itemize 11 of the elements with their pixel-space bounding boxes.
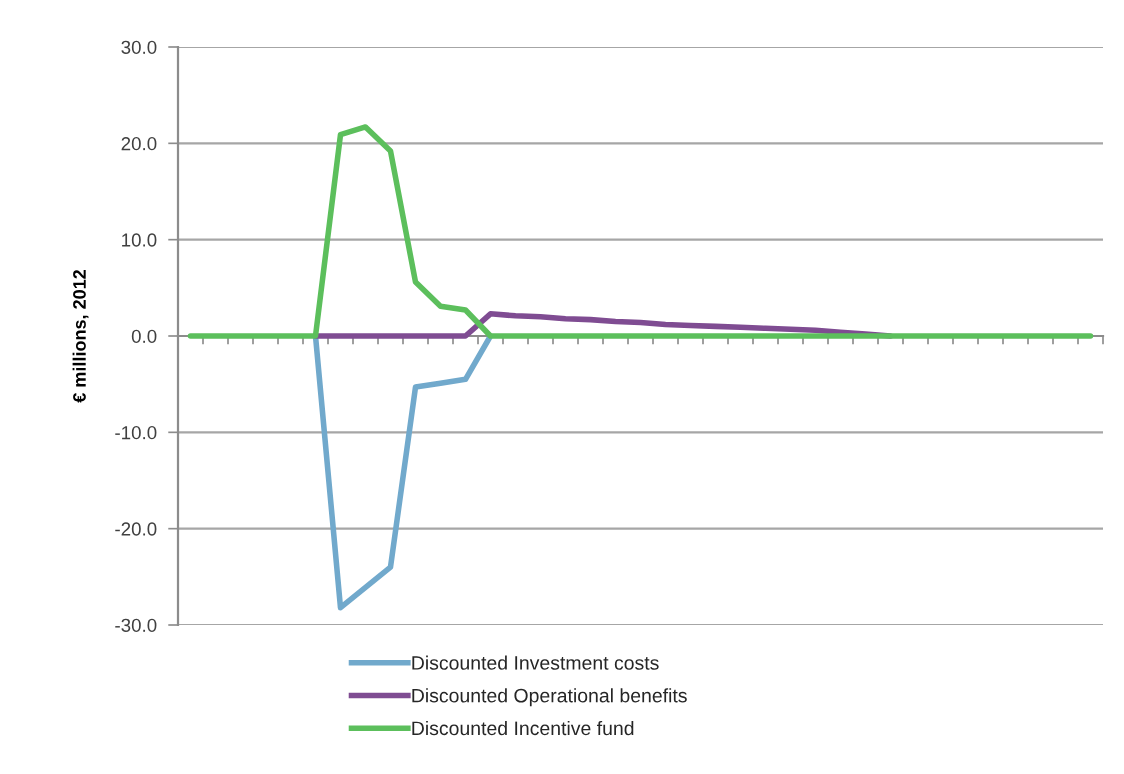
y-tick-label: 20.0 xyxy=(121,137,157,151)
y-tick-label: -20.0 xyxy=(115,522,157,536)
y-tick-label: 0.0 xyxy=(131,329,157,343)
legend-label: Discounted Investment costs xyxy=(412,655,659,670)
y-tick-label: 10.0 xyxy=(122,233,157,247)
y-axis-title: € millions, 2012 xyxy=(72,269,89,403)
legend-label: Discounted Incentive fund xyxy=(412,720,634,736)
y-tick-label: -30.0 xyxy=(115,618,157,632)
y-tick-label: -10.0 xyxy=(115,426,157,440)
legend-label: Discounted Operational benefits xyxy=(412,688,687,707)
y-tick-label: 30.0 xyxy=(121,40,157,54)
